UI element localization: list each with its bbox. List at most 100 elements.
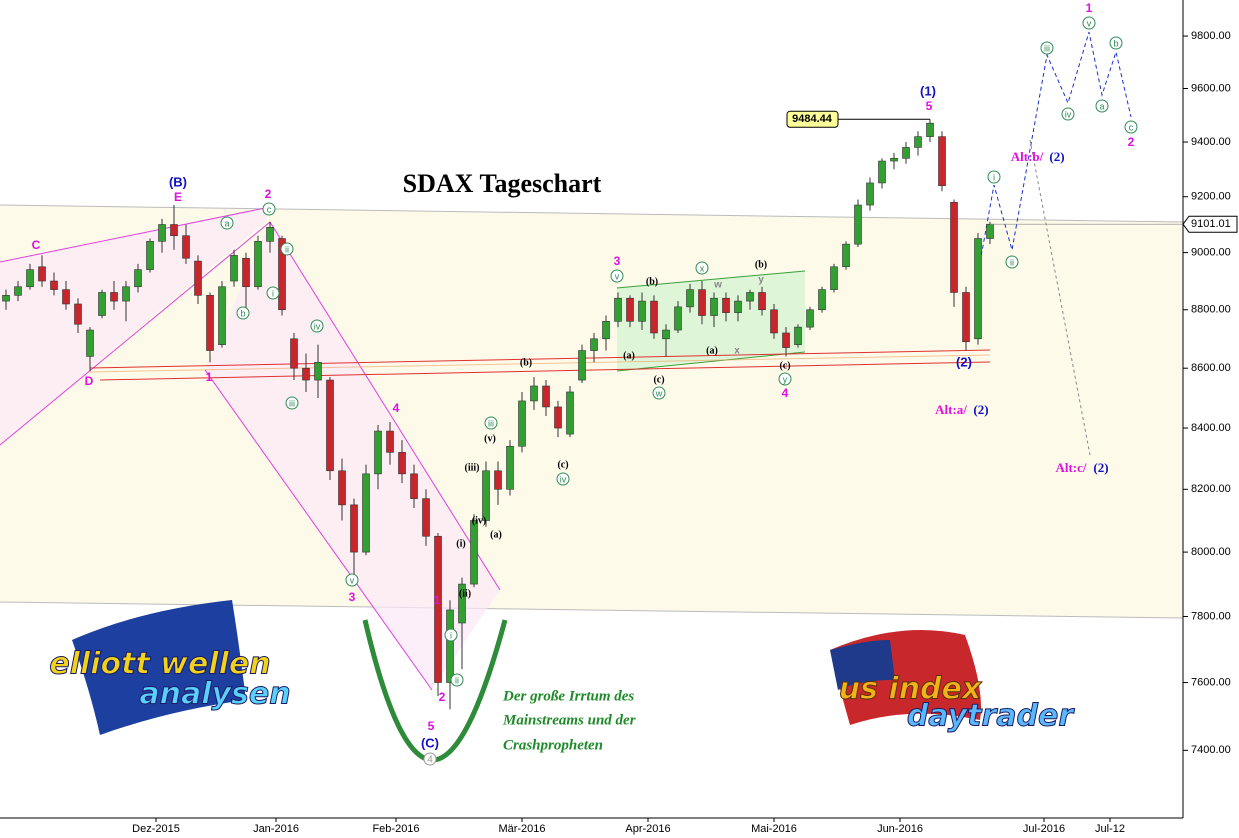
wave-circle	[1082, 16, 1096, 30]
wave-label: (c)	[653, 374, 664, 385]
wave-circle	[310, 319, 324, 333]
comment-line: Crashpropheten	[503, 737, 603, 753]
wave-label: ii	[1010, 257, 1014, 267]
support-line	[89, 349, 991, 369]
wave-label: iii	[488, 418, 494, 428]
wave-circle	[280, 242, 294, 256]
wave-label: i	[450, 630, 452, 640]
wave-label: iii	[1044, 43, 1050, 53]
y-tick-label: 7800.00	[1191, 610, 1231, 622]
candle-body	[290, 338, 298, 369]
support-line	[89, 354, 991, 373]
wave-label: 2	[1128, 135, 1135, 149]
x-tick-label: Mai-2016	[751, 823, 797, 835]
candle-body	[374, 430, 382, 475]
wave-circle	[236, 306, 250, 320]
wave-label: iv	[560, 474, 567, 484]
wave-label: y	[758, 275, 764, 286]
candle-body	[134, 269, 142, 288]
candle-body	[518, 400, 526, 447]
logo-flag	[830, 640, 895, 690]
candle-body	[770, 309, 778, 334]
x-tick-label: Jun-2016	[877, 823, 923, 835]
candle-body	[818, 289, 826, 311]
wave-label: y	[783, 374, 788, 384]
wave-circle	[987, 170, 1001, 184]
wave-circle	[610, 269, 624, 283]
candle-body	[590, 338, 598, 351]
wave-label: (ii)	[459, 588, 471, 599]
wave-circle	[1005, 255, 1019, 269]
channel-fill	[205, 222, 500, 690]
wave-label: iii	[289, 398, 295, 408]
candle-body	[194, 260, 202, 296]
wave-label: 1	[1086, 1, 1093, 15]
candle-body	[878, 160, 886, 184]
wave-label: 3	[349, 590, 356, 604]
wave-label: x	[734, 346, 740, 357]
wave-label: ii	[285, 244, 289, 254]
candle-body	[926, 122, 934, 137]
candle-body	[254, 241, 262, 288]
wave-label: Alt:b/	[1011, 149, 1044, 164]
candle-body	[446, 609, 454, 683]
candle-body	[578, 350, 586, 381]
wave-circle	[1061, 107, 1075, 121]
wave-label: (C)	[421, 735, 439, 750]
candle-body	[110, 292, 118, 302]
wave-label: (1)	[920, 83, 936, 98]
wave-label: i	[993, 172, 995, 182]
wave-label: b	[1113, 38, 1118, 48]
x-tick-label: Jan-2016	[253, 823, 299, 835]
candle-body	[266, 227, 274, 242]
last-price-box	[1182, 215, 1238, 233]
candle-body	[146, 241, 154, 270]
wave-circle	[1124, 120, 1138, 134]
candle-body	[350, 504, 358, 553]
wave-label: (a)	[706, 345, 718, 356]
y-tick-label: 9000.00	[1191, 247, 1231, 259]
candle-body	[782, 332, 790, 348]
wave-label: (2)	[1093, 460, 1108, 475]
wave-label: 3	[614, 254, 621, 268]
wave-label: (c)	[779, 360, 790, 371]
wave-label: (v)	[484, 433, 496, 444]
wave-label: 5	[428, 719, 435, 733]
candle-body	[938, 136, 946, 186]
wave-label: (b)	[520, 357, 532, 368]
wave-label: 1	[206, 370, 213, 384]
wave-circle	[556, 472, 570, 486]
wave-label: b	[240, 308, 245, 318]
candle-body	[326, 379, 334, 472]
triangle-fill	[617, 271, 805, 371]
triangle-line	[616, 351, 806, 372]
candle-body	[638, 300, 646, 322]
last-price-label: 9101.01	[1191, 218, 1231, 230]
chart-title: SDAX Tageschart	[403, 169, 602, 198]
wave-label: v	[1087, 18, 1092, 28]
wave-label: (B)	[169, 174, 187, 189]
triangle-line	[616, 270, 806, 289]
candle-body	[950, 201, 958, 293]
y-tick-label: 9600.00	[1191, 82, 1231, 94]
candle-body	[602, 321, 610, 340]
wave-label: w	[713, 280, 722, 291]
wave-label: (a)	[623, 350, 635, 361]
x-tick-label: Dez-2015	[132, 823, 180, 835]
y-tick-label: 7600.00	[1191, 676, 1231, 688]
wave-circle	[220, 216, 234, 230]
candle-body	[362, 473, 370, 553]
candle-body	[674, 306, 682, 331]
y-tick-label: 8800.00	[1191, 304, 1231, 316]
wave-label: v	[615, 271, 620, 281]
candle-body	[122, 286, 130, 302]
candle-body	[734, 300, 742, 313]
wave-label: E	[174, 190, 182, 204]
candle-body	[806, 309, 814, 328]
candle-body	[626, 297, 634, 322]
candle-body	[890, 158, 898, 162]
candle-body	[170, 224, 178, 237]
candle-body	[686, 289, 694, 308]
wave-label: a	[224, 218, 229, 228]
wave-circle	[444, 628, 458, 642]
